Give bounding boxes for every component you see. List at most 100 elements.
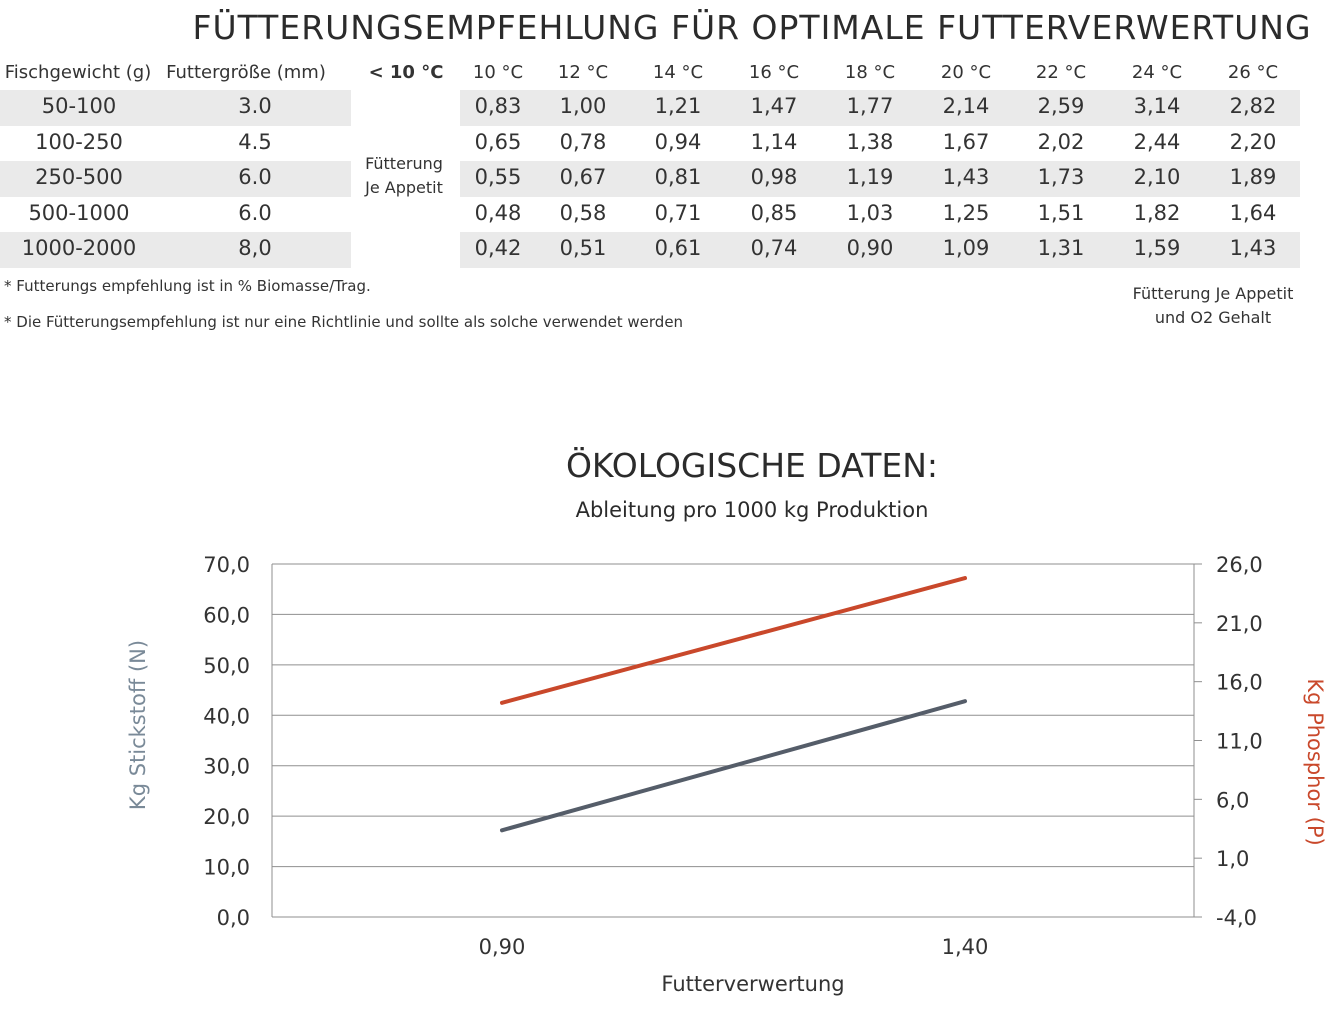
y-right-tick-label: -4,0 bbox=[1216, 906, 1257, 930]
cell-value: 0,55 bbox=[474, 165, 522, 190]
cell-value: 1,09 bbox=[942, 236, 990, 261]
y-right-tick-label: 6,0 bbox=[1216, 788, 1249, 812]
cell-value: 0,65 bbox=[474, 129, 522, 154]
series-line-phosphorus bbox=[500, 576, 967, 705]
header-temp: 22 °C bbox=[1035, 62, 1087, 83]
note-guideline: * Die Fütterungsempfehlung ist nur eine … bbox=[4, 313, 684, 331]
cell-weight: 100-250 bbox=[35, 129, 123, 154]
header-temp: 12 °C bbox=[557, 62, 609, 83]
chart-subtitle: Ableitung pro 1000 kg Produktion bbox=[575, 498, 929, 522]
y-left-tick-label: 40,0 bbox=[203, 704, 250, 728]
cell-value: 1,82 bbox=[1133, 200, 1181, 225]
header-temp: 16 °C bbox=[748, 62, 800, 83]
y-left-tick-label: 0,0 bbox=[217, 906, 250, 930]
x-axis-label: Futterverwertung bbox=[661, 972, 844, 996]
cell-value: 1,43 bbox=[942, 165, 990, 190]
cell-value: 1,31 bbox=[1037, 236, 1085, 261]
cell-value: 2,14 bbox=[942, 94, 990, 118]
table-row-band bbox=[0, 232, 351, 269]
low-temp-note-line-2: Je Appetit bbox=[365, 178, 443, 197]
cell-value: 1,19 bbox=[846, 165, 894, 190]
cell-value: 2,10 bbox=[1133, 165, 1181, 190]
low-temp-note-line-1: Fütterung bbox=[365, 154, 443, 173]
y-left-tick-label: 60,0 bbox=[203, 603, 250, 627]
cell-value: 0,98 bbox=[750, 165, 798, 190]
header-temp: 26 °C bbox=[1227, 62, 1279, 83]
cell-value: 1,64 bbox=[1229, 200, 1277, 225]
cell-value: 1,73 bbox=[1037, 165, 1085, 190]
cell-value: 0,67 bbox=[559, 165, 607, 190]
cell-value: 1,47 bbox=[750, 94, 798, 118]
y-right-tick-label: 26,0 bbox=[1216, 553, 1263, 577]
header-low-temp: < 10 °C bbox=[368, 62, 444, 83]
table-row-band bbox=[460, 90, 1300, 126]
x-tick-label: 0,90 bbox=[479, 935, 526, 959]
cell-value: 0,94 bbox=[654, 129, 702, 154]
high-temp-note-line-1: Fütterung Je Appetit bbox=[1132, 284, 1294, 303]
y-left-tick-label: 50,0 bbox=[203, 654, 250, 678]
cell-value: 1,59 bbox=[1133, 236, 1181, 261]
cell-value: 3,14 bbox=[1133, 94, 1181, 118]
y-right-tick-label: 21,0 bbox=[1216, 612, 1263, 636]
cell-value: 1,67 bbox=[942, 129, 990, 154]
header-temp: 18 °C bbox=[844, 62, 896, 83]
header-weight: Fischgewicht (g) bbox=[4, 62, 152, 83]
y-left-tick-label: 20,0 bbox=[203, 805, 250, 829]
cell-value: 0,71 bbox=[654, 200, 702, 225]
cell-value: 1,14 bbox=[750, 129, 798, 154]
cell-size: 6.0 bbox=[238, 165, 272, 190]
header-temp: 14 °C bbox=[652, 62, 704, 83]
y-left-tick-label: 30,0 bbox=[203, 755, 250, 779]
series-line-nitrogen bbox=[500, 699, 967, 833]
cell-value: 1,03 bbox=[846, 200, 894, 225]
cell-size: 8,0 bbox=[238, 236, 272, 261]
table-row-band bbox=[0, 90, 351, 126]
header-temp: 10 °C bbox=[472, 62, 524, 83]
cell-value: 2,82 bbox=[1229, 94, 1277, 118]
high-temp-note: Fütterung Je Appetit und O2 Gehalt bbox=[1110, 282, 1316, 330]
cell-size: 4.5 bbox=[238, 129, 272, 154]
cell-weight: 500-1000 bbox=[28, 200, 130, 225]
cell-weight: 250-500 bbox=[35, 165, 123, 190]
cell-value: 0,90 bbox=[846, 236, 894, 261]
cell-value: 0,58 bbox=[559, 200, 607, 225]
cell-value: 1,00 bbox=[559, 94, 607, 118]
cell-size: 3.0 bbox=[238, 94, 272, 118]
cell-value: 0,42 bbox=[474, 236, 522, 261]
y-left-tick-label: 10,0 bbox=[203, 856, 250, 880]
cell-value: 0,81 bbox=[654, 165, 702, 190]
low-temp-note: Fütterung Je Appetit bbox=[356, 152, 452, 200]
header-size: Futtergröße (mm) bbox=[166, 62, 326, 83]
cell-value: 1,51 bbox=[1037, 200, 1085, 225]
cell-weight: 1000-2000 bbox=[21, 236, 137, 261]
y-left-axis-label: Kg Stickstoff (N) bbox=[126, 640, 150, 810]
header-temp: 24 °C bbox=[1131, 62, 1183, 83]
cell-weight: 50-100 bbox=[41, 94, 117, 118]
table-title: FÜTTERUNGSEMPFEHLUNG FÜR OPTIMALE FUTTER… bbox=[192, 8, 1312, 47]
cell-value: 2,59 bbox=[1037, 94, 1085, 118]
cell-value: 1,43 bbox=[1229, 236, 1277, 261]
note-biomass: * Futterungs empfehlung ist in % Biomass… bbox=[4, 277, 371, 295]
table-row-band bbox=[460, 232, 1300, 269]
chart-title: ÖKOLOGISCHE DATEN: bbox=[565, 446, 939, 485]
cell-value: 0,78 bbox=[559, 129, 607, 154]
high-temp-note-line-2: und O2 Gehalt bbox=[1154, 308, 1272, 327]
y-right-tick-label: 1,0 bbox=[1216, 847, 1249, 871]
cell-value: 2,02 bbox=[1037, 129, 1085, 154]
cell-value: 1,38 bbox=[846, 129, 894, 154]
cell-value: 2,44 bbox=[1133, 129, 1181, 154]
y-right-tick-label: 11,0 bbox=[1216, 730, 1263, 754]
table-row-band bbox=[0, 161, 351, 198]
cell-value: 1,89 bbox=[1229, 165, 1277, 190]
cell-value: 0,51 bbox=[559, 236, 607, 261]
cell-value: 0,85 bbox=[750, 200, 798, 225]
cell-value: 0,48 bbox=[474, 200, 522, 225]
header-temp: 20 °C bbox=[940, 62, 992, 83]
cell-value: 0,61 bbox=[654, 236, 702, 261]
cell-value: 1,25 bbox=[942, 200, 990, 225]
cell-value: 0,74 bbox=[750, 236, 798, 261]
table-row-band bbox=[460, 161, 1300, 198]
cell-value: 1,21 bbox=[654, 94, 702, 118]
y-right-tick-label: 16,0 bbox=[1216, 671, 1263, 695]
